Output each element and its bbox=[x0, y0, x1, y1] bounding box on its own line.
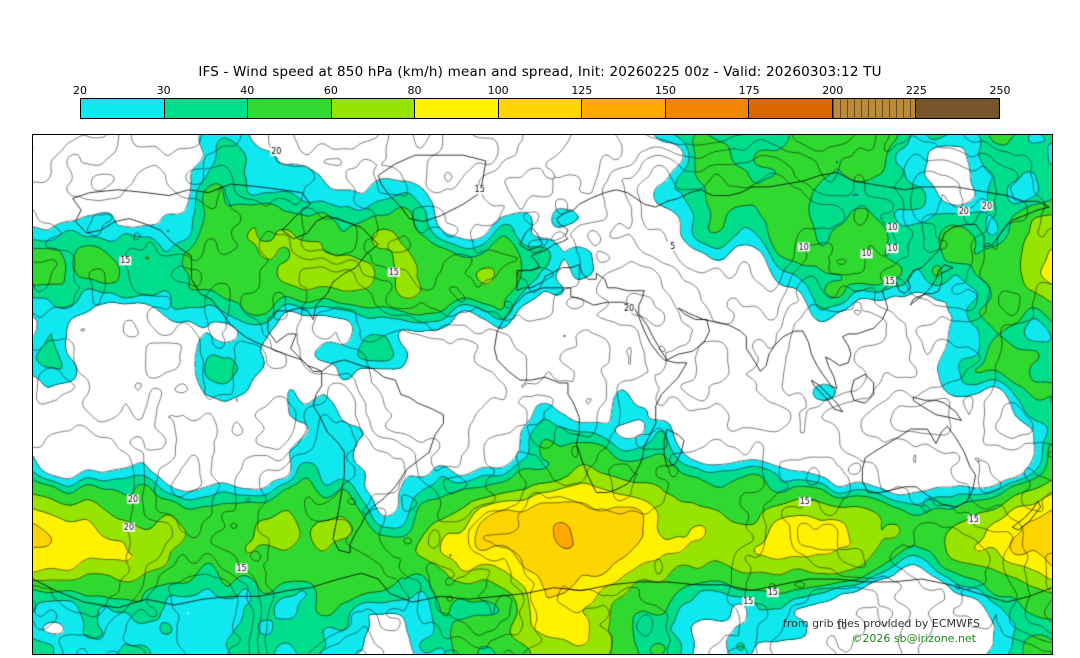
data-source-credit: from grib files provided by ECMWFS bbox=[782, 617, 980, 630]
colorbar-segment-20-30 bbox=[81, 99, 165, 118]
colorbar-tick-150: 150 bbox=[654, 84, 676, 97]
colorbar-tick-40: 40 bbox=[240, 84, 255, 97]
colorbar-tick-250: 250 bbox=[989, 84, 1011, 97]
colorbar-segment-60-80 bbox=[331, 99, 416, 118]
colorbar-segment-80-100 bbox=[415, 99, 499, 118]
copyright-credit: ©2026 sb@irizone.net bbox=[851, 632, 976, 645]
colorbar bbox=[80, 98, 1000, 119]
colorbar-segment-175-200 bbox=[749, 99, 833, 118]
colorbar-tick-60: 60 bbox=[323, 84, 338, 97]
colorbar-legend: 20 30 40 60 80 100 125 150 175 200 225 250 bbox=[73, 84, 1011, 119]
colorbar-tick-175: 175 bbox=[738, 84, 760, 97]
colorbar-segment-125-150 bbox=[582, 99, 666, 118]
map-area: from grib files provided by ECMWFS ©2026… bbox=[32, 134, 1053, 655]
colorbar-tick-100: 100 bbox=[487, 84, 509, 97]
colorbar-tick-200: 200 bbox=[822, 84, 844, 97]
colorbar-tick-20: 20 bbox=[73, 84, 87, 97]
colorbar-tick-80: 80 bbox=[407, 84, 422, 97]
colorbar-segment-225-250 bbox=[916, 99, 1000, 118]
wind-map-canvas bbox=[33, 135, 1052, 654]
colorbar-segment-100-125 bbox=[498, 99, 583, 118]
colorbar-segment-150-175 bbox=[665, 99, 750, 118]
colorbar-tick-30: 30 bbox=[156, 84, 171, 97]
colorbar-tick-225: 225 bbox=[905, 84, 927, 97]
chart-title: IFS - Wind speed at 850 hPa (km/h) mean … bbox=[198, 64, 882, 80]
colorbar-ticks: 20 30 40 60 80 100 125 150 175 200 225 250 bbox=[73, 84, 1011, 98]
colorbar-segment-200-225 bbox=[832, 99, 917, 118]
colorbar-segment-30-40 bbox=[164, 99, 249, 118]
colorbar-tick-125: 125 bbox=[571, 84, 593, 97]
colorbar-segment-40-60 bbox=[248, 99, 332, 118]
